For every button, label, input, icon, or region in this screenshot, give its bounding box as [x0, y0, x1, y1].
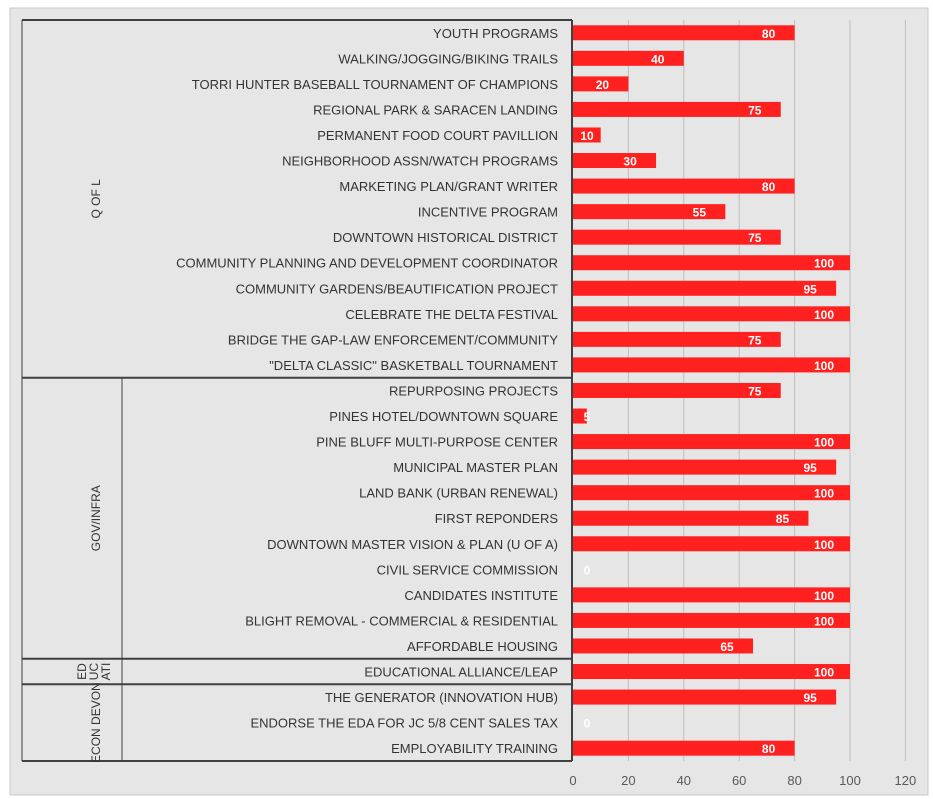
group-label: Q OF L — [89, 179, 103, 219]
plot-background — [9, 7, 929, 796]
data-label: 100 — [814, 359, 834, 373]
category-label: DOWNTOWN MASTER VISION & PLAN (U OF A) — [267, 537, 558, 552]
data-label: 40 — [651, 52, 665, 66]
data-label: 100 — [814, 436, 834, 450]
bar — [573, 536, 850, 552]
x-tick-label: 40 — [677, 773, 691, 788]
data-label: 0 — [584, 717, 591, 731]
data-label: 85 — [776, 512, 790, 526]
category-label: FIRST REPONDERS — [435, 511, 559, 526]
data-label: 5 — [584, 410, 591, 424]
bar — [573, 664, 850, 680]
group-label: EDUCATI — [75, 663, 113, 681]
group-label: ECON DEVON — [89, 682, 103, 763]
category-label: COMMUNITY GARDENS/BEAUTIFICATION PROJECT — [236, 281, 558, 296]
data-label: 20 — [596, 78, 610, 92]
category-label: AFFORDABLE HOUSING — [407, 639, 558, 654]
group-label: GOV/INFRA — [89, 485, 103, 551]
x-tick-label: 20 — [621, 773, 635, 788]
bar — [573, 127, 601, 143]
category-label: REGIONAL PARK & SARACEN LANDING — [313, 102, 558, 117]
category-label: TORRI HUNTER BASEBALL TOURNAMENT OF CHAM… — [192, 77, 559, 92]
category-label: EMPLOYABILITY TRAINING — [391, 741, 558, 756]
bar — [573, 638, 754, 654]
category-label: CANDIDATES INSTITUTE — [404, 588, 558, 603]
data-label: 80 — [762, 742, 776, 756]
data-label: 100 — [814, 538, 834, 552]
x-tick-label: 0 — [569, 773, 576, 788]
bar — [573, 612, 850, 628]
data-label: 95 — [803, 691, 817, 705]
data-label: 100 — [814, 666, 834, 680]
category-label: CELEBRATE THE DELTA FESTIVAL — [345, 307, 558, 322]
data-label: 55 — [693, 206, 707, 220]
data-label: 65 — [720, 640, 734, 654]
data-label: 95 — [803, 461, 817, 475]
bar — [573, 434, 850, 450]
x-tick-label: 60 — [732, 773, 746, 788]
bar — [573, 76, 629, 92]
category-label: MUNICIPAL MASTER PLAN — [393, 460, 558, 475]
bar — [573, 408, 587, 424]
data-label: 10 — [580, 129, 594, 143]
category-label: DOWNTOWN HISTORICAL DISTRICT — [333, 230, 558, 245]
data-label: 75 — [748, 384, 762, 398]
category-label: REPURPOSING PROJECTS — [389, 383, 558, 398]
bar — [573, 357, 850, 373]
data-label: 75 — [748, 231, 762, 245]
data-label: 75 — [748, 103, 762, 117]
bar — [573, 255, 850, 271]
category-label: WALKING/JOGGING/BIKING TRAILS — [338, 51, 558, 66]
data-label: 0 — [584, 563, 591, 577]
category-label: CIVIL SERVICE COMMISSION — [377, 562, 558, 577]
x-tick-label: 100 — [839, 773, 861, 788]
bar — [573, 101, 781, 117]
x-tick-label: 80 — [787, 773, 801, 788]
category-label: PINES HOTEL/DOWNTOWN SQUARE — [329, 409, 558, 424]
bar — [573, 485, 850, 501]
data-label: 30 — [623, 155, 637, 169]
category-label: NEIGHBORHOOD ASSN/WATCH PROGRAMS — [282, 154, 558, 169]
x-tick-label: 120 — [895, 773, 917, 788]
category-label: "DELTA CLASSIC" BASKETBALL TOURNAMENT — [269, 358, 558, 373]
data-label: 100 — [814, 257, 834, 271]
bar — [573, 587, 850, 603]
category-label: THE GENERATOR (INNOVATION HUB) — [325, 690, 558, 705]
data-label: 75 — [748, 333, 762, 347]
category-label: MARKETING PLAN/GRANT WRITER — [339, 179, 558, 194]
data-label: 100 — [814, 589, 834, 603]
data-label: 100 — [814, 308, 834, 322]
category-label: EDUCATIONAL ALLIANCE/LEAP — [364, 665, 558, 680]
bar — [573, 510, 809, 526]
bar — [573, 689, 837, 705]
bar — [573, 459, 837, 475]
category-label: COMMUNITY PLANNING AND DEVELOPMENT COORD… — [176, 256, 558, 271]
category-label: BLIGHT REMOVAL - COMMERCIAL & RESIDENTIA… — [245, 613, 558, 628]
data-label: 80 — [762, 180, 776, 194]
data-label: 100 — [814, 487, 834, 501]
bar — [573, 204, 726, 220]
category-label: PERMANENT FOOD COURT PAVILLION — [317, 128, 558, 143]
bar — [573, 229, 781, 245]
data-label: 80 — [762, 27, 776, 41]
category-label: LAND BANK (URBAN RENEWAL) — [359, 486, 558, 501]
category-label: PINE BLUFF MULTI-PURPOSE CENTER — [316, 435, 558, 450]
bar — [573, 153, 657, 169]
data-label: 95 — [803, 282, 817, 296]
bar — [573, 382, 781, 398]
bar — [573, 331, 781, 347]
bar — [573, 50, 684, 66]
bar — [573, 280, 837, 296]
category-label: ENDORSE THE EDA FOR JC 5/8 CENT SALES TA… — [250, 716, 558, 731]
bar — [573, 740, 795, 756]
data-label: 100 — [814, 614, 834, 628]
bar — [573, 178, 795, 194]
bar — [573, 306, 850, 322]
bar — [573, 25, 795, 41]
category-label: INCENTIVE PROGRAM — [418, 205, 558, 220]
category-label: YOUTH PROGRAMS — [433, 26, 558, 41]
category-label: BRIDGE THE GAP-LAW ENFORCEMENT/COMMUNITY — [228, 332, 558, 347]
